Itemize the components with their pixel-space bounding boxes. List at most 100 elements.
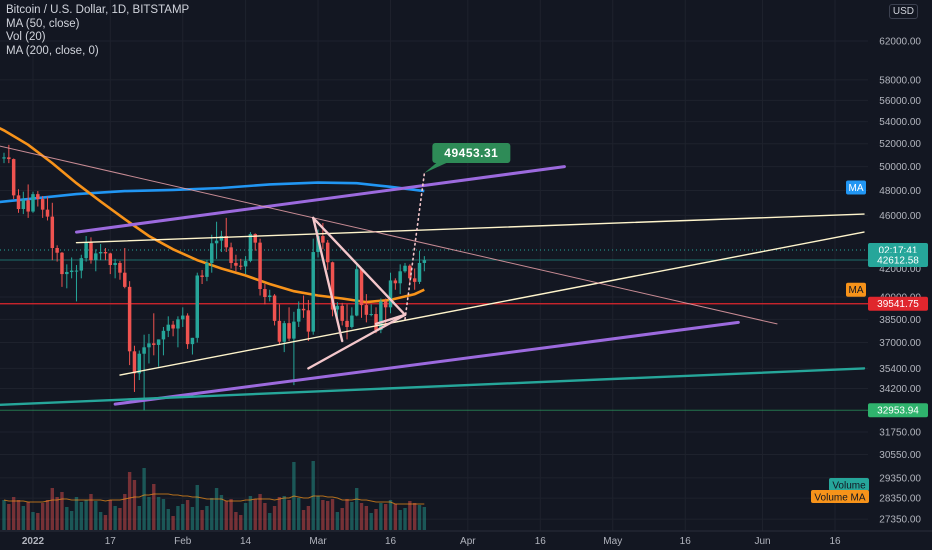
candle-body bbox=[398, 271, 402, 284]
volume-bar bbox=[69, 511, 74, 530]
volume-bar bbox=[316, 496, 320, 530]
candle-body bbox=[113, 262, 117, 266]
volume-bar bbox=[229, 499, 233, 530]
projection-dotted bbox=[404, 172, 426, 321]
price-tick-label: 34200.00 bbox=[879, 384, 921, 395]
candle-body bbox=[31, 194, 35, 212]
upper-purple-channel bbox=[74, 165, 566, 234]
volume-bar bbox=[388, 500, 393, 530]
volume-bar bbox=[89, 494, 93, 530]
price-tick-label: 46000.00 bbox=[879, 211, 921, 222]
candle-body bbox=[200, 275, 204, 277]
candle-body bbox=[379, 301, 383, 331]
candle-body bbox=[383, 301, 388, 308]
candle-body bbox=[263, 289, 267, 298]
candle-body bbox=[89, 241, 93, 261]
price-tick-label: 50000.00 bbox=[879, 162, 921, 173]
candle-body bbox=[16, 195, 21, 210]
candle-body bbox=[234, 262, 238, 266]
candle-body bbox=[137, 353, 142, 374]
candle-body bbox=[161, 330, 166, 340]
volume-tag-label: Volume MA bbox=[814, 493, 865, 504]
volume-bar bbox=[340, 508, 344, 530]
candle-body bbox=[393, 280, 398, 284]
volume-pane bbox=[2, 461, 427, 530]
volume-bar bbox=[21, 506, 26, 530]
volume-bar bbox=[287, 500, 291, 530]
volume-bar bbox=[40, 503, 45, 530]
target-label: 49453.31 bbox=[444, 146, 498, 160]
rising-support-trendline bbox=[119, 231, 865, 376]
volume-bar bbox=[408, 501, 412, 530]
volume-bar bbox=[335, 512, 340, 530]
price-tag-label: 02:17:41 bbox=[879, 246, 918, 257]
candles[interactable] bbox=[2, 144, 427, 411]
symbol-title[interactable]: Bitcoin / U.S. Dollar, 1D, BITSTAMP bbox=[6, 4, 190, 16]
price-tick-label: 62000.00 bbox=[879, 36, 921, 47]
price-tag-label: 32953.94 bbox=[877, 406, 919, 417]
volume-bar bbox=[123, 494, 127, 530]
candle-body bbox=[79, 258, 84, 271]
volume-bar bbox=[36, 513, 40, 530]
candle-body bbox=[36, 194, 40, 200]
volume-bar bbox=[243, 503, 248, 530]
price-tag-label: MA bbox=[849, 285, 864, 296]
volume-bar bbox=[65, 507, 69, 530]
candle-body bbox=[325, 242, 330, 263]
time-tick-label: Feb bbox=[174, 536, 192, 547]
candle-body bbox=[224, 236, 228, 248]
candle-body bbox=[219, 236, 224, 241]
candle-body bbox=[374, 314, 378, 331]
volume-bar bbox=[152, 484, 156, 530]
candle-body bbox=[127, 286, 132, 352]
candle-body bbox=[388, 280, 393, 308]
price-tick-label: 30550.00 bbox=[879, 450, 921, 461]
candle-body bbox=[74, 270, 79, 272]
volume-bar bbox=[398, 510, 402, 530]
price-axis[interactable]: 62000.00 58000.00 56000.00 54000.00 52000.00… bbox=[879, 36, 921, 525]
volume-bar bbox=[253, 499, 257, 530]
volume-bar bbox=[214, 488, 219, 530]
candle-body bbox=[166, 324, 171, 331]
price-tag-bg bbox=[868, 253, 928, 268]
volume-bar bbox=[383, 504, 388, 530]
price-tick-label: 38500.00 bbox=[879, 315, 921, 326]
time-axis[interactable]: 2022 17 Feb 14 Mar 16 Apr 16 May 16 Jun 16 bbox=[0, 530, 932, 547]
indicator-ma200-label[interactable]: MA (200, close, 0) bbox=[6, 44, 99, 57]
volume-bar bbox=[422, 507, 427, 530]
volume-bar bbox=[161, 499, 166, 530]
candle-body bbox=[340, 305, 344, 321]
candle-body bbox=[282, 323, 286, 342]
currency-badge[interactable]: USD bbox=[888, 4, 918, 19]
price-tag-bg bbox=[846, 180, 866, 195]
price-tick-label: 48000.00 bbox=[879, 186, 921, 197]
volume-bar bbox=[393, 504, 398, 530]
volume-bar bbox=[7, 504, 11, 530]
candle-body bbox=[417, 262, 422, 282]
pennant-upper bbox=[312, 216, 407, 317]
candle-body bbox=[132, 351, 137, 374]
candle-body bbox=[60, 252, 64, 275]
trend-drawings[interactable]: 49453.31 bbox=[0, 143, 866, 407]
indicator-volume-label[interactable]: Vol (20) bbox=[6, 31, 46, 43]
candle-body bbox=[412, 278, 417, 282]
volume-bar bbox=[2, 500, 6, 530]
candle-body bbox=[330, 262, 335, 310]
candle-body bbox=[359, 269, 364, 306]
price-tick-label: 56000.00 bbox=[879, 96, 921, 107]
price-tick-label: 54000.00 bbox=[879, 117, 921, 128]
volume-bar bbox=[55, 497, 59, 530]
time-tick-label: 17 bbox=[105, 536, 117, 547]
indicator-ma50-label[interactable]: MA (50, close) bbox=[6, 17, 80, 30]
volume-tag-bg bbox=[829, 478, 869, 491]
candle-body bbox=[277, 320, 282, 342]
price-tag-bg bbox=[868, 403, 928, 418]
volume-bar bbox=[374, 509, 378, 530]
candle-body bbox=[65, 271, 69, 275]
candle-body bbox=[214, 240, 219, 244]
volume-bar bbox=[147, 497, 151, 530]
candle-body bbox=[248, 234, 253, 261]
candle-body bbox=[292, 321, 296, 339]
volume-bar bbox=[94, 501, 98, 530]
